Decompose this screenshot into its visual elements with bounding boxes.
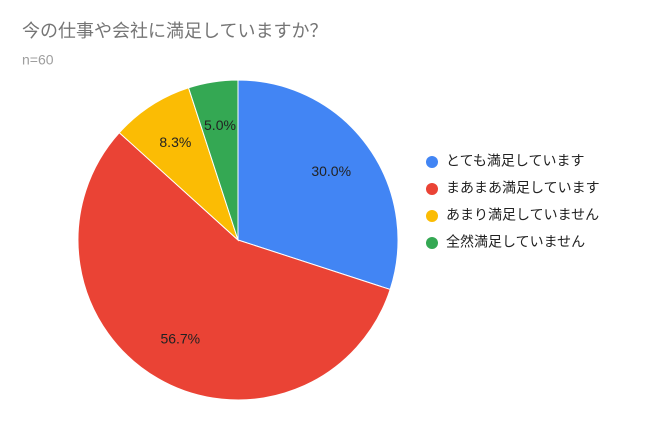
data-label: 56.7%: [160, 330, 200, 346]
legend-swatch: [426, 210, 438, 222]
data-label: 5.0%: [204, 117, 236, 133]
pie-slice: [187, 79, 239, 241]
pie-slice: [237, 79, 399, 291]
chart-title: 今の仕事や会社に満足していますか？: [22, 21, 327, 41]
legend-label: とても満足しています: [446, 153, 584, 169]
chart-subtitle: n=60: [22, 52, 54, 68]
legend-label: まあまあ満足しています: [446, 180, 600, 196]
legend-label: 全然満足していません: [446, 234, 585, 250]
data-label: 30.0%: [311, 163, 351, 179]
legend-swatch: [426, 183, 438, 195]
legend-label: あまり満足していません: [446, 207, 599, 223]
legend-swatch: [426, 156, 438, 168]
data-label: 8.3%: [159, 134, 191, 150]
legend-swatch: [426, 237, 438, 249]
pie-slice: [77, 131, 391, 401]
